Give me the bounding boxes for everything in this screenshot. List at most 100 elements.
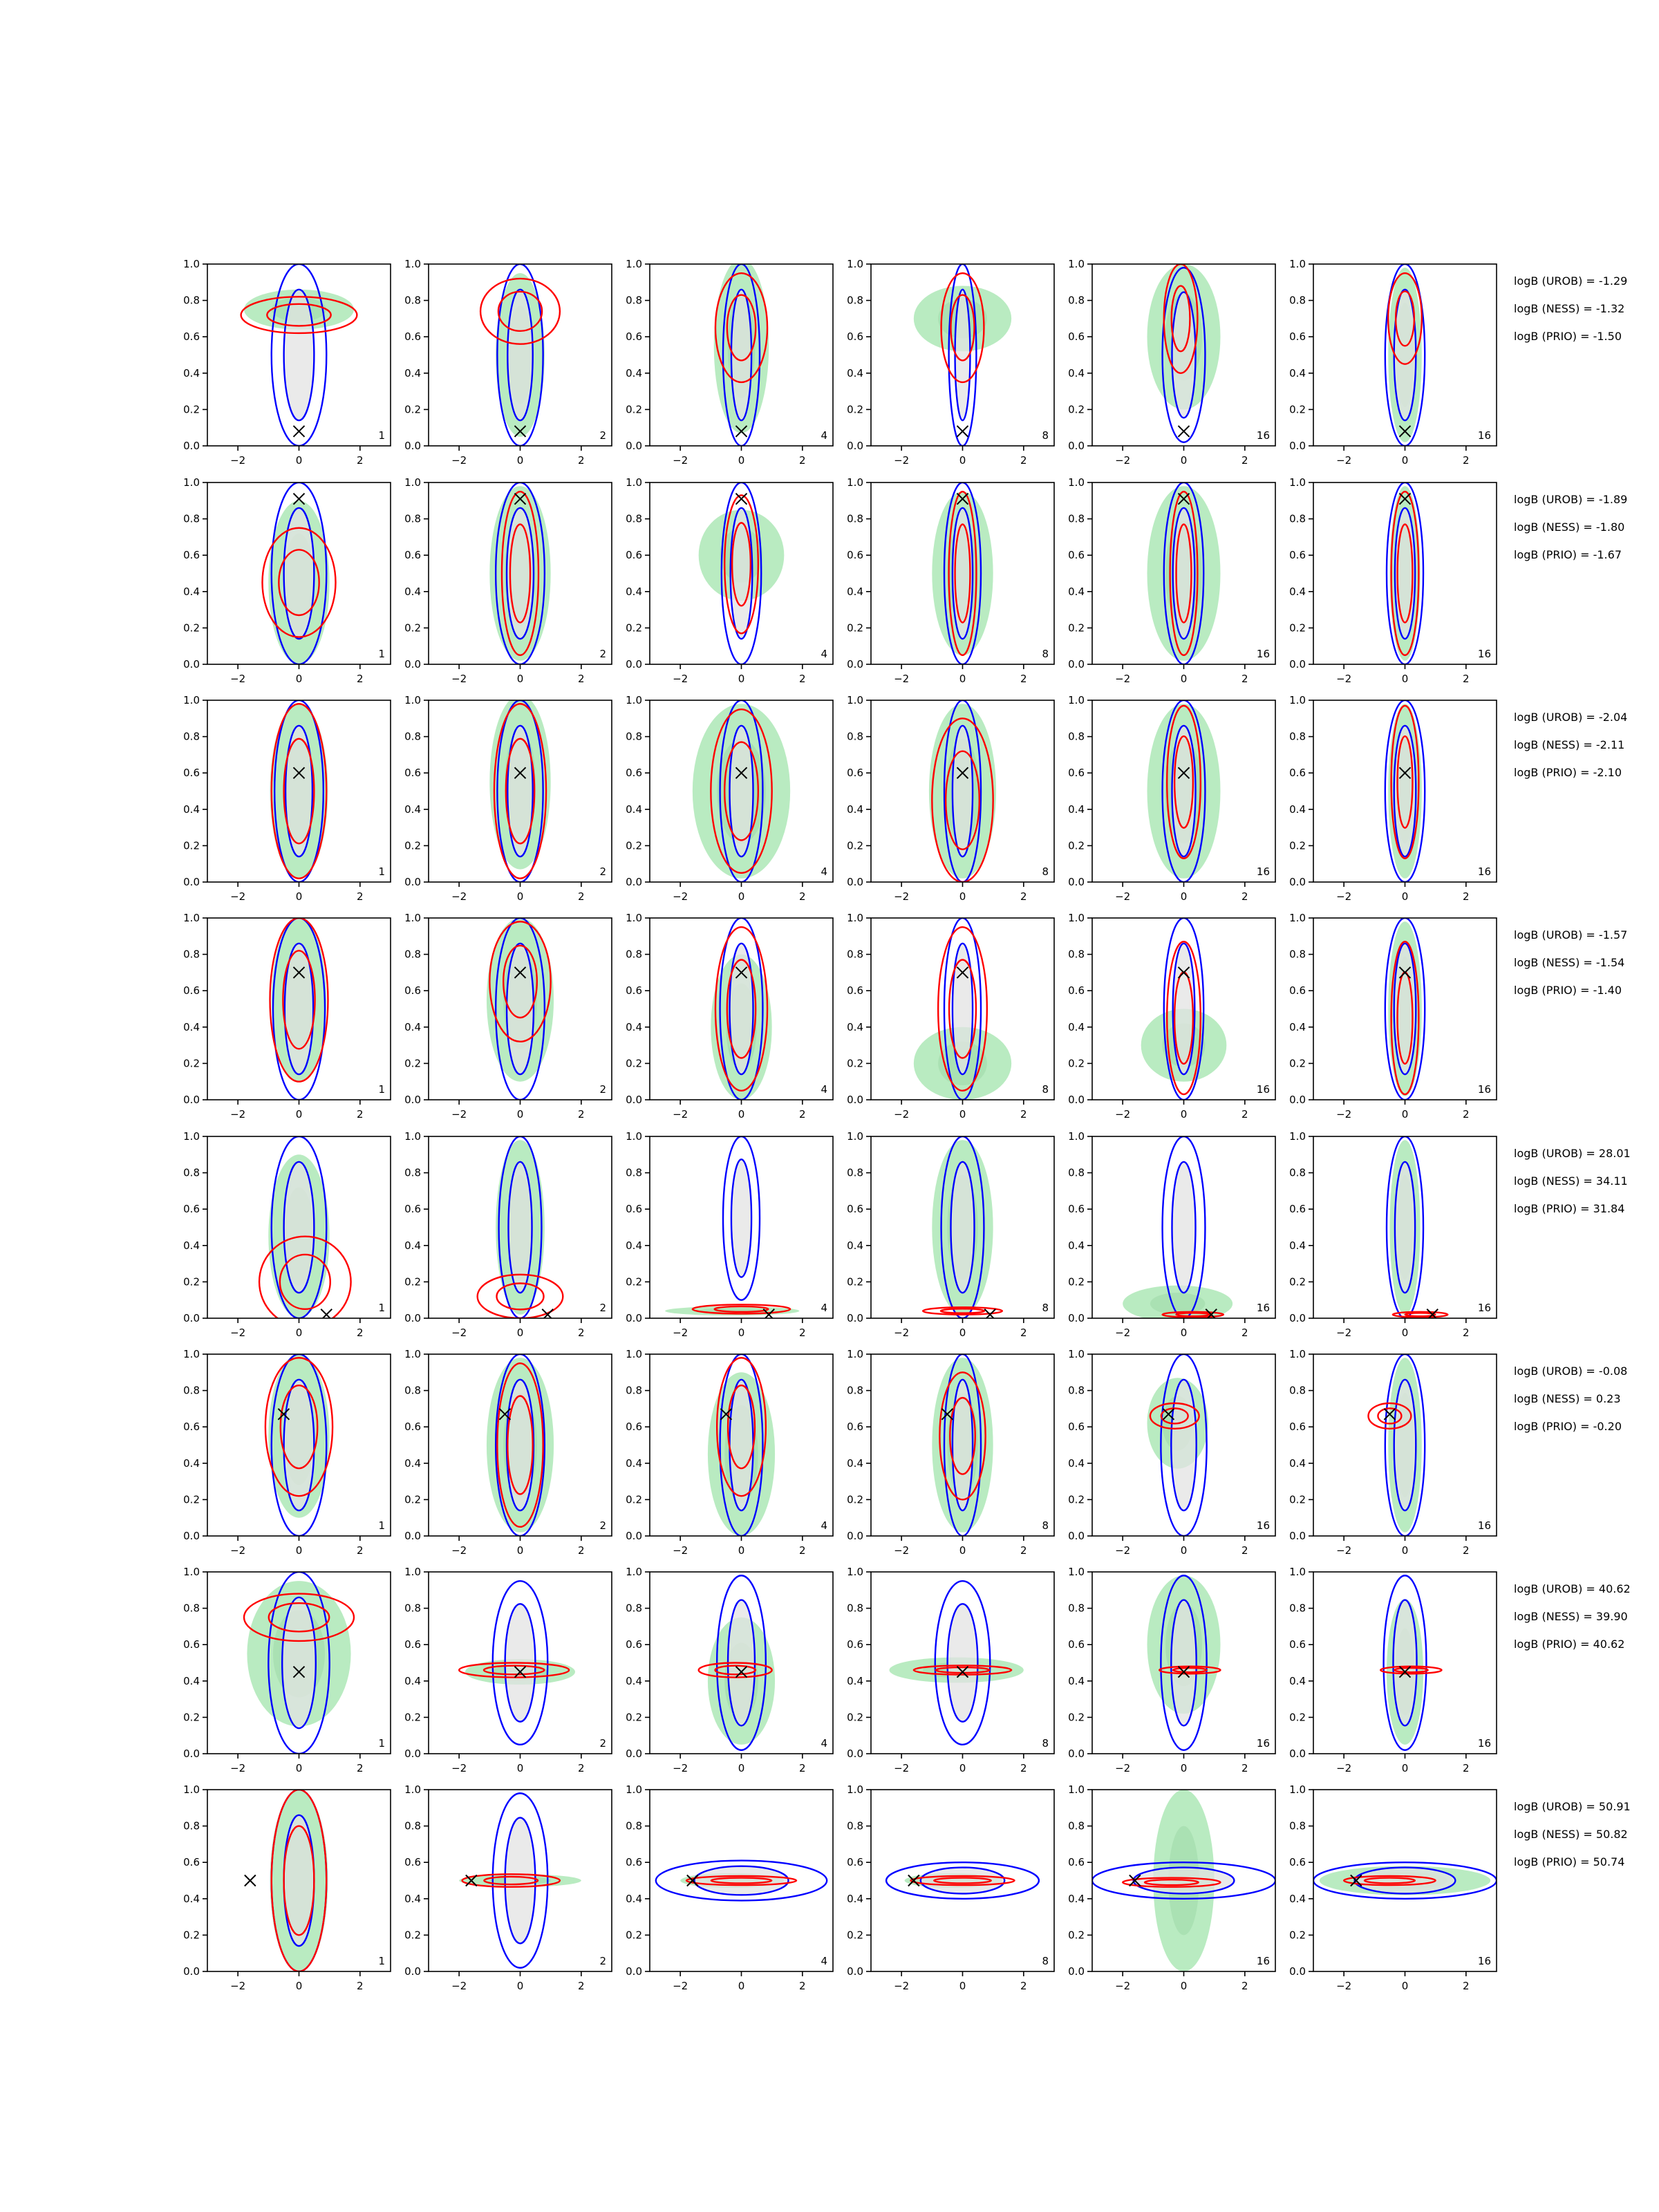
blue-contour-inner bbox=[693, 1865, 789, 1896]
y-tick-label: 0.8 bbox=[847, 948, 863, 961]
red-contour-inner bbox=[710, 1877, 773, 1884]
y-tick-label: 0.2 bbox=[847, 1493, 863, 1506]
x-tick-label: 2 bbox=[1241, 1980, 1248, 1992]
y-tick-label: 0.6 bbox=[404, 1856, 421, 1868]
x-tick-label: 0 bbox=[959, 1762, 966, 1774]
red-contour-outer bbox=[1163, 264, 1199, 374]
y-tick-label: 0.8 bbox=[1289, 1820, 1306, 1833]
grey-density bbox=[955, 289, 971, 421]
x-tick-label: 2 bbox=[578, 1762, 585, 1774]
blue-contour-outer bbox=[494, 1354, 546, 1536]
red-contour-outer bbox=[937, 926, 988, 1092]
y-tick-label: 0.4 bbox=[404, 1021, 421, 1033]
red-contour-inner bbox=[1396, 523, 1414, 624]
panel-plot-area bbox=[1092, 1790, 1275, 1971]
red-contour-outer bbox=[489, 921, 552, 1043]
x-tick-label: 2 bbox=[1020, 1980, 1027, 1992]
y-tick-label: 0.0 bbox=[1289, 876, 1306, 888]
truth-marker bbox=[1129, 1874, 1141, 1887]
y-tick-label: 0.8 bbox=[1289, 1385, 1306, 1397]
grey-density bbox=[731, 289, 752, 421]
grey-density bbox=[1354, 1867, 1456, 1894]
y-tick-label: 0.0 bbox=[404, 1094, 421, 1106]
blue-contour-outer bbox=[1092, 1862, 1275, 1900]
y-tick-label: 0.6 bbox=[847, 1638, 863, 1651]
truth-marker bbox=[1426, 1309, 1438, 1318]
panel-plot-area bbox=[261, 482, 337, 664]
blue-contour-inner bbox=[730, 288, 753, 422]
x-tick-label: 0 bbox=[1402, 1108, 1409, 1121]
y-tick-label: 0.6 bbox=[1289, 330, 1306, 343]
x-tick-label: −2 bbox=[451, 1108, 467, 1121]
y-tick-label: 0.4 bbox=[1289, 1457, 1306, 1470]
y-tick-label: 0.6 bbox=[847, 984, 863, 997]
x-tick-label: 2 bbox=[1241, 454, 1248, 467]
y-tick-label: 0.4 bbox=[626, 1893, 642, 1905]
y-tick-label: 0.6 bbox=[626, 330, 642, 343]
y-tick-label: 0.6 bbox=[626, 767, 642, 779]
x-tick-label: 0 bbox=[1402, 1980, 1409, 1992]
logb-annotation: logB (NESS) = 34.11 bbox=[1514, 1174, 1628, 1188]
truth-marker bbox=[1162, 1408, 1175, 1421]
panel-plot-area bbox=[1147, 700, 1221, 882]
grey-density bbox=[1394, 725, 1416, 857]
red-contour-outer bbox=[714, 272, 769, 384]
x-tick-label: 2 bbox=[357, 1544, 364, 1557]
y-tick-label: 0.0 bbox=[404, 440, 421, 452]
grey-density bbox=[507, 943, 534, 1075]
x-tick-label: 0 bbox=[296, 673, 303, 685]
grey-density bbox=[284, 943, 314, 1075]
y-tick-label: 0.0 bbox=[1068, 1094, 1085, 1106]
y-tick-label: 0.2 bbox=[404, 1929, 421, 1941]
panel-r7-c3: −2 0 2 0.0 0.2 0.4 0.6 0.8 1.0 4 bbox=[626, 1566, 834, 1774]
red-contour-outer bbox=[1391, 1311, 1449, 1318]
y-tick-label: 0.0 bbox=[183, 440, 200, 452]
y-tick-label: 0.6 bbox=[1068, 767, 1085, 779]
x-tick-label: −2 bbox=[451, 1762, 467, 1774]
y-tick-label: 0.0 bbox=[847, 1965, 863, 1978]
column-label: 16 bbox=[1257, 1955, 1270, 1967]
y-tick-label: 0.8 bbox=[1068, 948, 1085, 961]
red-contour-inner bbox=[282, 950, 316, 1050]
y-tick-label: 0.8 bbox=[404, 513, 421, 525]
x-tick-label: −2 bbox=[451, 1544, 467, 1557]
y-tick-label: 0.8 bbox=[1289, 513, 1306, 525]
y-tick-label: 0.8 bbox=[847, 1820, 863, 1833]
y-tick-label: 0.8 bbox=[404, 731, 421, 743]
panel-r8-c3: −2 0 2 0.0 0.2 0.4 0.6 0.8 1.0 4 bbox=[626, 1783, 834, 1992]
column-label: 16 bbox=[1478, 1737, 1491, 1750]
panel-plot-area bbox=[486, 918, 554, 1100]
logb-annotation: logB (UROB) = -2.04 bbox=[1514, 711, 1627, 724]
column-label: 2 bbox=[599, 1737, 606, 1750]
x-tick-label: −2 bbox=[894, 890, 909, 903]
blue-contour-inner bbox=[281, 1596, 317, 1730]
x-tick-label: 0 bbox=[517, 673, 524, 685]
y-tick-label: 0.6 bbox=[1289, 1203, 1306, 1215]
blue-contour-inner bbox=[1171, 291, 1197, 419]
panel-plot-area bbox=[476, 1136, 564, 1318]
red-contour-outer bbox=[500, 490, 540, 657]
y-tick-label: 1.0 bbox=[404, 258, 421, 270]
y-tick-label: 0.6 bbox=[1068, 1856, 1085, 1868]
panel-plot-area bbox=[692, 700, 791, 882]
blue-contour-inner bbox=[1170, 1599, 1197, 1727]
y-tick-label: 0.2 bbox=[626, 1057, 642, 1069]
y-tick-label: 0.0 bbox=[1289, 1965, 1306, 1978]
x-tick-label: 2 bbox=[1241, 1108, 1248, 1121]
logb-annotation: logB (NESS) = 50.82 bbox=[1514, 1828, 1628, 1841]
column-label: 8 bbox=[1042, 1302, 1049, 1314]
y-tick-label: 0.6 bbox=[1289, 984, 1306, 997]
blue-contour-inner bbox=[954, 288, 971, 422]
grey-density bbox=[1171, 1379, 1197, 1511]
x-tick-label: 2 bbox=[799, 454, 806, 467]
y-tick-label: 1.0 bbox=[847, 476, 863, 489]
red-contour-inner bbox=[483, 1875, 539, 1886]
x-tick-label: 2 bbox=[799, 1544, 806, 1557]
column-label: 4 bbox=[821, 865, 827, 878]
logb-annotation: logB (PRIO) = -0.20 bbox=[1514, 1420, 1622, 1433]
red-contour-outer bbox=[1158, 1665, 1221, 1675]
blue-contour-outer bbox=[719, 918, 764, 1100]
blue-contour-inner bbox=[1170, 1378, 1197, 1512]
y-tick-label: 0.6 bbox=[1068, 1421, 1085, 1433]
truth-marker bbox=[735, 425, 748, 438]
